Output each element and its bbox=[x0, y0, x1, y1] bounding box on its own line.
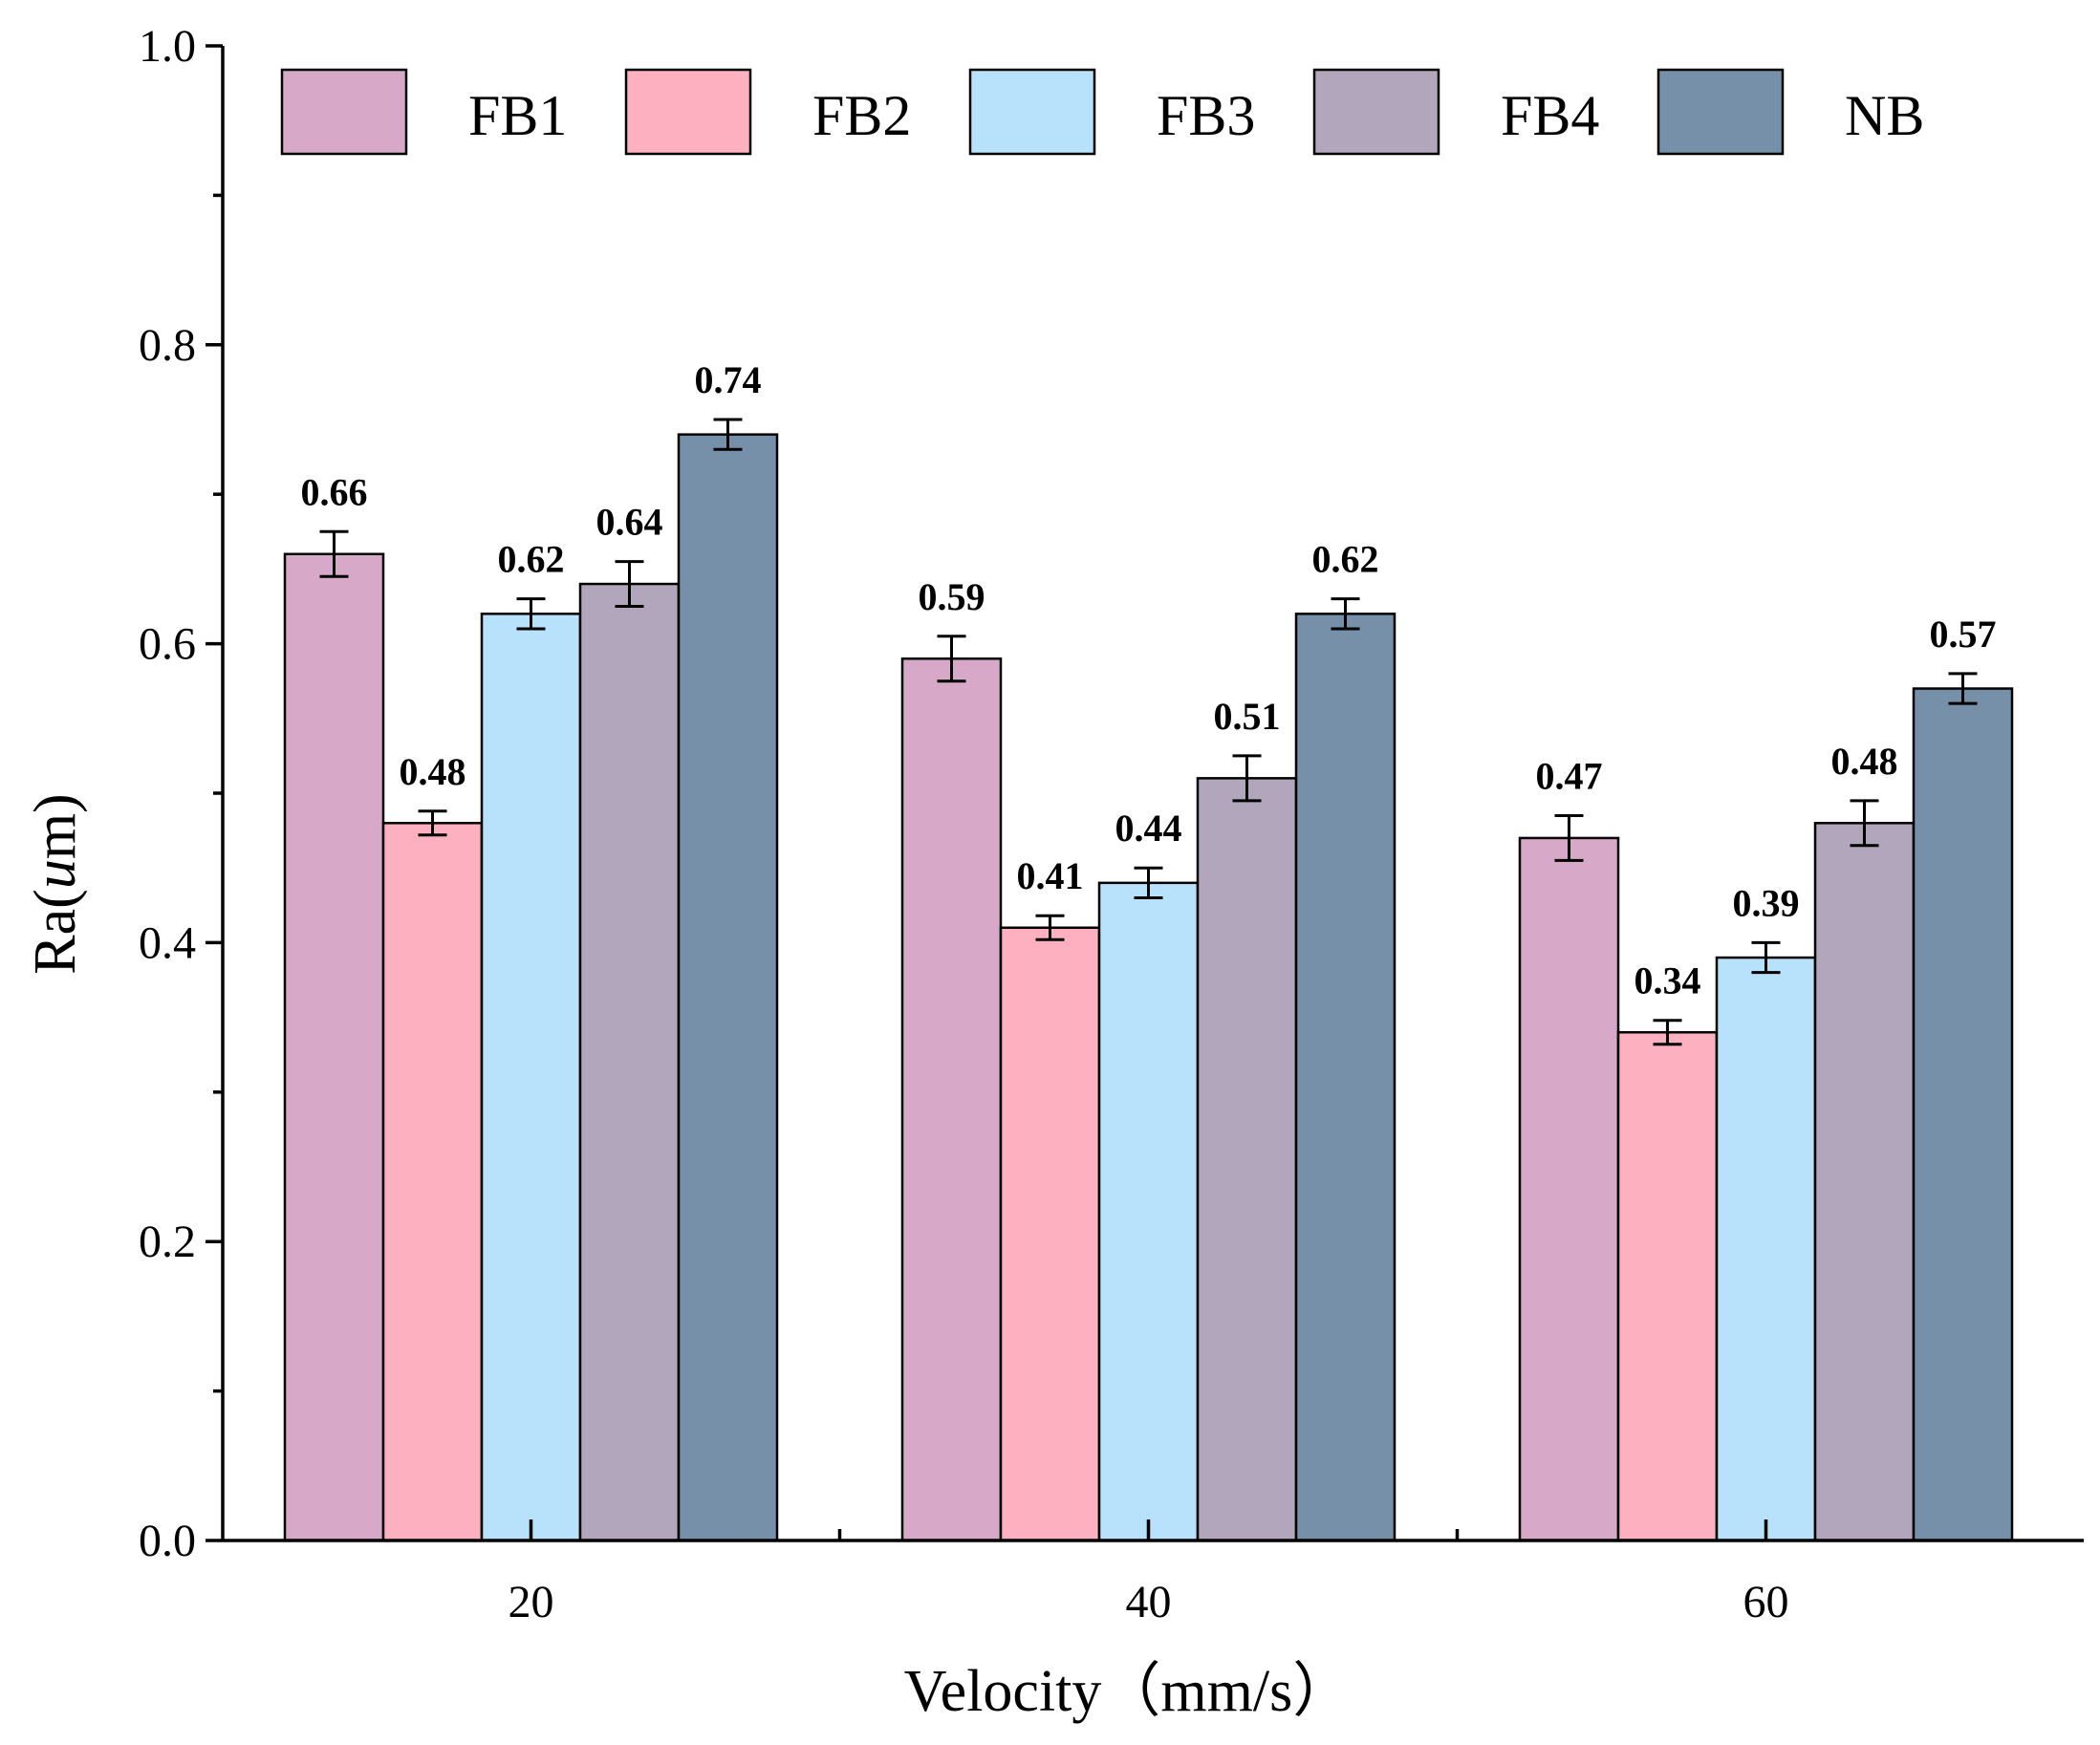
bar-fb4-40 bbox=[1196, 777, 1298, 1542]
bar-nb-40 bbox=[1294, 613, 1396, 1542]
legend-item-fb4: FB4 bbox=[1312, 68, 1599, 156]
bar-fb1-20 bbox=[283, 552, 385, 1542]
data-label-fb3-40: 0.44 bbox=[1115, 807, 1182, 850]
error-bar-fb2-40 bbox=[1035, 914, 1065, 941]
x-axis-title: Velocity（mm/s） bbox=[904, 1659, 1352, 1724]
data-label-fb1-20: 0.66 bbox=[301, 470, 368, 513]
bar-fb2-40 bbox=[999, 926, 1101, 1542]
error-bar-nb-20 bbox=[713, 418, 743, 451]
bar-nb-20 bbox=[677, 433, 779, 1542]
data-labels: 0.66 0.59 0.47 0.48 0.41 0.34 0.62 0.44 0.39 0.64… bbox=[301, 358, 1997, 1002]
y-tick-label: 0.8 bbox=[139, 320, 196, 371]
bar-fb4-60 bbox=[1813, 822, 1916, 1542]
data-label-fb4-60: 0.48 bbox=[1831, 740, 1898, 783]
legend-label: FB2 bbox=[812, 84, 911, 147]
legend-swatch bbox=[1656, 68, 1785, 156]
data-label-nb-60: 0.57 bbox=[1930, 613, 1997, 656]
bar-fb3-20 bbox=[480, 613, 582, 1542]
legend-item-fb2: FB2 bbox=[624, 68, 911, 156]
data-label-fb2-60: 0.34 bbox=[1635, 959, 1701, 1002]
y-tick-label: 0.6 bbox=[139, 619, 196, 670]
data-label-fb4-20: 0.64 bbox=[596, 501, 663, 544]
bar-fb4-20 bbox=[578, 582, 681, 1542]
error-bar-fb3-20 bbox=[516, 597, 546, 631]
error-bar-fb2-20 bbox=[418, 809, 447, 837]
legend-label: NB bbox=[1845, 84, 1924, 147]
data-label-fb4-40: 0.51 bbox=[1214, 695, 1281, 738]
y-axis-title-suffix: m) bbox=[23, 793, 88, 859]
y-tick-label: 0.4 bbox=[139, 917, 196, 968]
error-bar-fb1-40 bbox=[937, 635, 966, 683]
legend-item-nb: NB bbox=[1656, 68, 1924, 156]
y-axis-title: Ra(um) bbox=[23, 793, 88, 974]
legend-label: FB3 bbox=[1157, 84, 1255, 147]
legend-swatch bbox=[280, 68, 408, 156]
data-label-fb2-40: 0.41 bbox=[1017, 854, 1084, 897]
axes: 0.0 0.2 0.4 0.6 0.8 1.0 20 40 60 bbox=[139, 21, 2084, 1627]
error-bar-fb3-60 bbox=[1751, 940, 1781, 975]
x-tick-label: 60 bbox=[1743, 1577, 1789, 1627]
data-label-nb-40: 0.62 bbox=[1312, 538, 1379, 581]
data-label-fb1-40: 0.59 bbox=[919, 575, 985, 618]
legend: FB1 FB2 FB3 FB4 NB bbox=[280, 68, 1924, 156]
data-label-fb3-60: 0.39 bbox=[1733, 881, 1800, 924]
bar-fb1-40 bbox=[900, 657, 1003, 1542]
legend-item-fb1: FB1 bbox=[280, 68, 567, 156]
axis-lines bbox=[206, 44, 2084, 1542]
bar-fb1-60 bbox=[1518, 836, 1620, 1542]
bar-fb2-20 bbox=[381, 822, 484, 1542]
error-bar-fb4-20 bbox=[615, 560, 644, 608]
error-bar-fb4-60 bbox=[1850, 799, 1879, 848]
error-bar-fb3-40 bbox=[1134, 866, 1163, 899]
error-bar-fb4-40 bbox=[1232, 754, 1262, 803]
bar-fb2-60 bbox=[1616, 1030, 1719, 1542]
data-label-fb3-20: 0.62 bbox=[498, 538, 565, 581]
bar-fb3-60 bbox=[1715, 956, 1817, 1542]
legend-swatch bbox=[1312, 68, 1440, 156]
legend-swatch bbox=[624, 68, 752, 156]
error-bar-nb-60 bbox=[1948, 672, 1978, 705]
y-tick-label: 1.0 bbox=[139, 21, 196, 72]
y-tick-label: 0.0 bbox=[139, 1516, 196, 1566]
legend-swatch bbox=[968, 68, 1096, 156]
data-label-fb1-60: 0.47 bbox=[1536, 754, 1603, 797]
data-label-fb2-20: 0.48 bbox=[400, 750, 466, 793]
bar-nb-60 bbox=[1912, 687, 2014, 1542]
x-tick-label: 20 bbox=[509, 1577, 554, 1627]
error-bar-fb1-60 bbox=[1554, 813, 1584, 862]
data-label-nb-20: 0.74 bbox=[695, 358, 762, 401]
error-bar-fb1-20 bbox=[319, 529, 349, 578]
legend-label: FB1 bbox=[468, 84, 567, 147]
y-tick-label: 0.2 bbox=[139, 1217, 196, 1267]
x-tick-label: 40 bbox=[1126, 1577, 1172, 1627]
legend-label: FB4 bbox=[1501, 84, 1599, 147]
error-bar-nb-40 bbox=[1331, 597, 1360, 631]
error-bar-fb2-60 bbox=[1653, 1019, 1682, 1046]
y-axis-title-prefix: Ra( bbox=[23, 889, 88, 975]
bars bbox=[283, 418, 2014, 1542]
legend-item-fb3: FB3 bbox=[968, 68, 1255, 156]
y-axis-title-unit: u bbox=[23, 859, 88, 889]
bar-fb3-40 bbox=[1097, 881, 1200, 1542]
